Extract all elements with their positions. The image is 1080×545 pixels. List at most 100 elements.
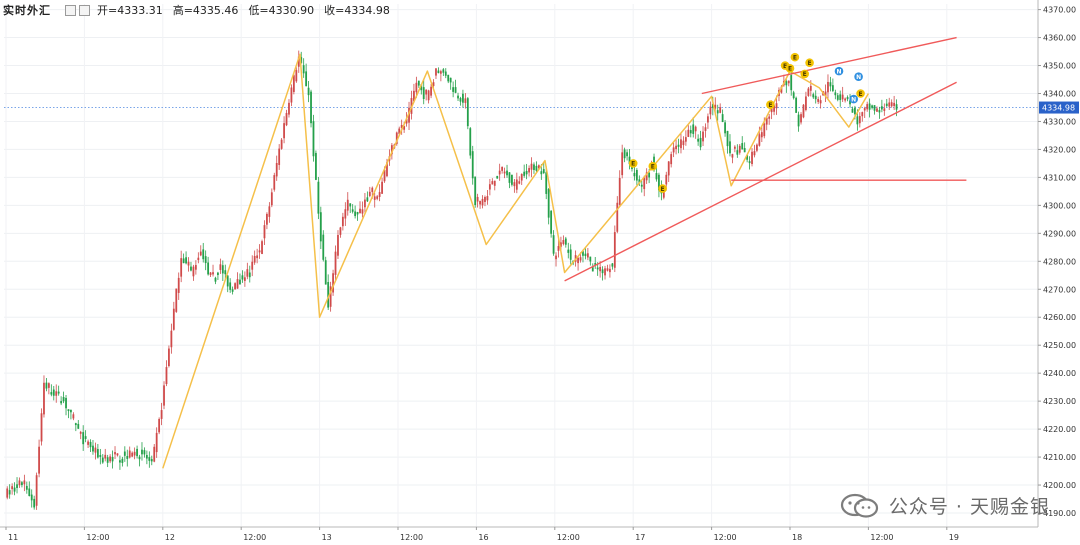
candle-up (364, 199, 366, 208)
candle-down (635, 169, 638, 181)
candle-down (96, 449, 99, 458)
candle-up (609, 268, 611, 273)
candle-down (190, 266, 192, 271)
candle-up (501, 166, 504, 171)
candle-down (523, 171, 526, 176)
y-axis-panel (1038, 0, 1080, 545)
signal-badge (834, 66, 844, 76)
candle-up (670, 154, 673, 165)
candle-up (94, 447, 97, 453)
candle-up (807, 88, 810, 96)
candle-up (760, 132, 763, 138)
candle-down (16, 484, 18, 488)
candle-up (802, 104, 805, 118)
candle-down (305, 71, 308, 87)
signal-badge (856, 89, 865, 98)
candle-up (170, 330, 173, 348)
candle-down (496, 175, 499, 179)
candle-down (217, 272, 219, 276)
candle-up (163, 385, 165, 406)
signal-badge (849, 94, 858, 104)
candle-down (856, 116, 859, 125)
candle-up (128, 450, 131, 458)
y-tick-label: 4220.00 (1043, 425, 1076, 434)
candle-up (263, 225, 266, 239)
candle-up (341, 216, 344, 227)
candle-up (246, 269, 249, 277)
candle-up (292, 75, 295, 92)
chart-header-title: 实时外汇 (3, 4, 51, 17)
candle-down (119, 460, 121, 463)
candle-down (442, 69, 445, 73)
candle-up (258, 250, 261, 253)
candle-up (643, 176, 646, 190)
candle-up (212, 272, 214, 275)
candle-up (763, 123, 766, 137)
y-tick-label: 4370.00 (1043, 6, 1076, 15)
candle-down (885, 103, 888, 106)
candle-down (422, 87, 425, 99)
candle-up (425, 89, 428, 95)
candle-up (344, 209, 347, 219)
candle-down (633, 172, 636, 177)
candle-up (251, 261, 254, 270)
candle-down (300, 57, 303, 64)
candle-up (503, 171, 506, 174)
candle-up (616, 202, 619, 232)
candle-down (437, 70, 440, 74)
zigzag-line (162, 53, 870, 469)
candle-down (736, 150, 739, 155)
candle-down (469, 128, 472, 156)
candle-down (878, 110, 881, 113)
candle-up (770, 107, 773, 113)
signal-badge (800, 69, 809, 79)
candle-up (604, 268, 606, 276)
candle-up (493, 180, 496, 186)
settings-toggle-icon[interactable] (79, 4, 90, 16)
candle-up (280, 139, 283, 149)
candle-down (417, 80, 420, 86)
candle-down (207, 262, 210, 275)
candle-up (40, 413, 43, 442)
candle-down (552, 235, 555, 254)
candle-down (692, 124, 695, 134)
y-tick-label: 4290.00 (1043, 229, 1076, 238)
candle-up (751, 151, 753, 165)
candle-down (849, 100, 851, 105)
candle-down (895, 104, 898, 110)
candle-down (52, 389, 55, 396)
candle-up (109, 456, 112, 462)
candle-up (562, 240, 565, 245)
candle-up (430, 86, 432, 96)
candle-down (77, 423, 80, 429)
candle-up (893, 102, 896, 107)
candle-up (371, 187, 374, 192)
candle-down (542, 169, 545, 174)
candle-up (359, 208, 361, 214)
candle-down (74, 423, 77, 426)
candle-up (275, 162, 278, 177)
candle-down (797, 114, 800, 127)
candle-up (557, 246, 560, 251)
candle-down (689, 130, 692, 134)
candle-down (84, 436, 87, 439)
candle-up (194, 265, 197, 270)
candle-down (33, 498, 36, 508)
candle-up (79, 431, 82, 434)
candle-down (721, 114, 724, 123)
candle-down (880, 106, 883, 110)
candle-down (141, 449, 143, 455)
candle-up (131, 452, 134, 457)
candle-up (702, 131, 704, 142)
candle-up (528, 168, 530, 173)
candle-up (104, 454, 107, 459)
candle-up (87, 441, 89, 445)
candle-down (829, 82, 832, 87)
candle-down (785, 81, 788, 86)
window-toggle-icon[interactable] (65, 4, 76, 16)
candle-down (511, 174, 513, 185)
candle-down (716, 110, 719, 114)
candle-up (187, 261, 190, 266)
candle-down (145, 455, 148, 459)
